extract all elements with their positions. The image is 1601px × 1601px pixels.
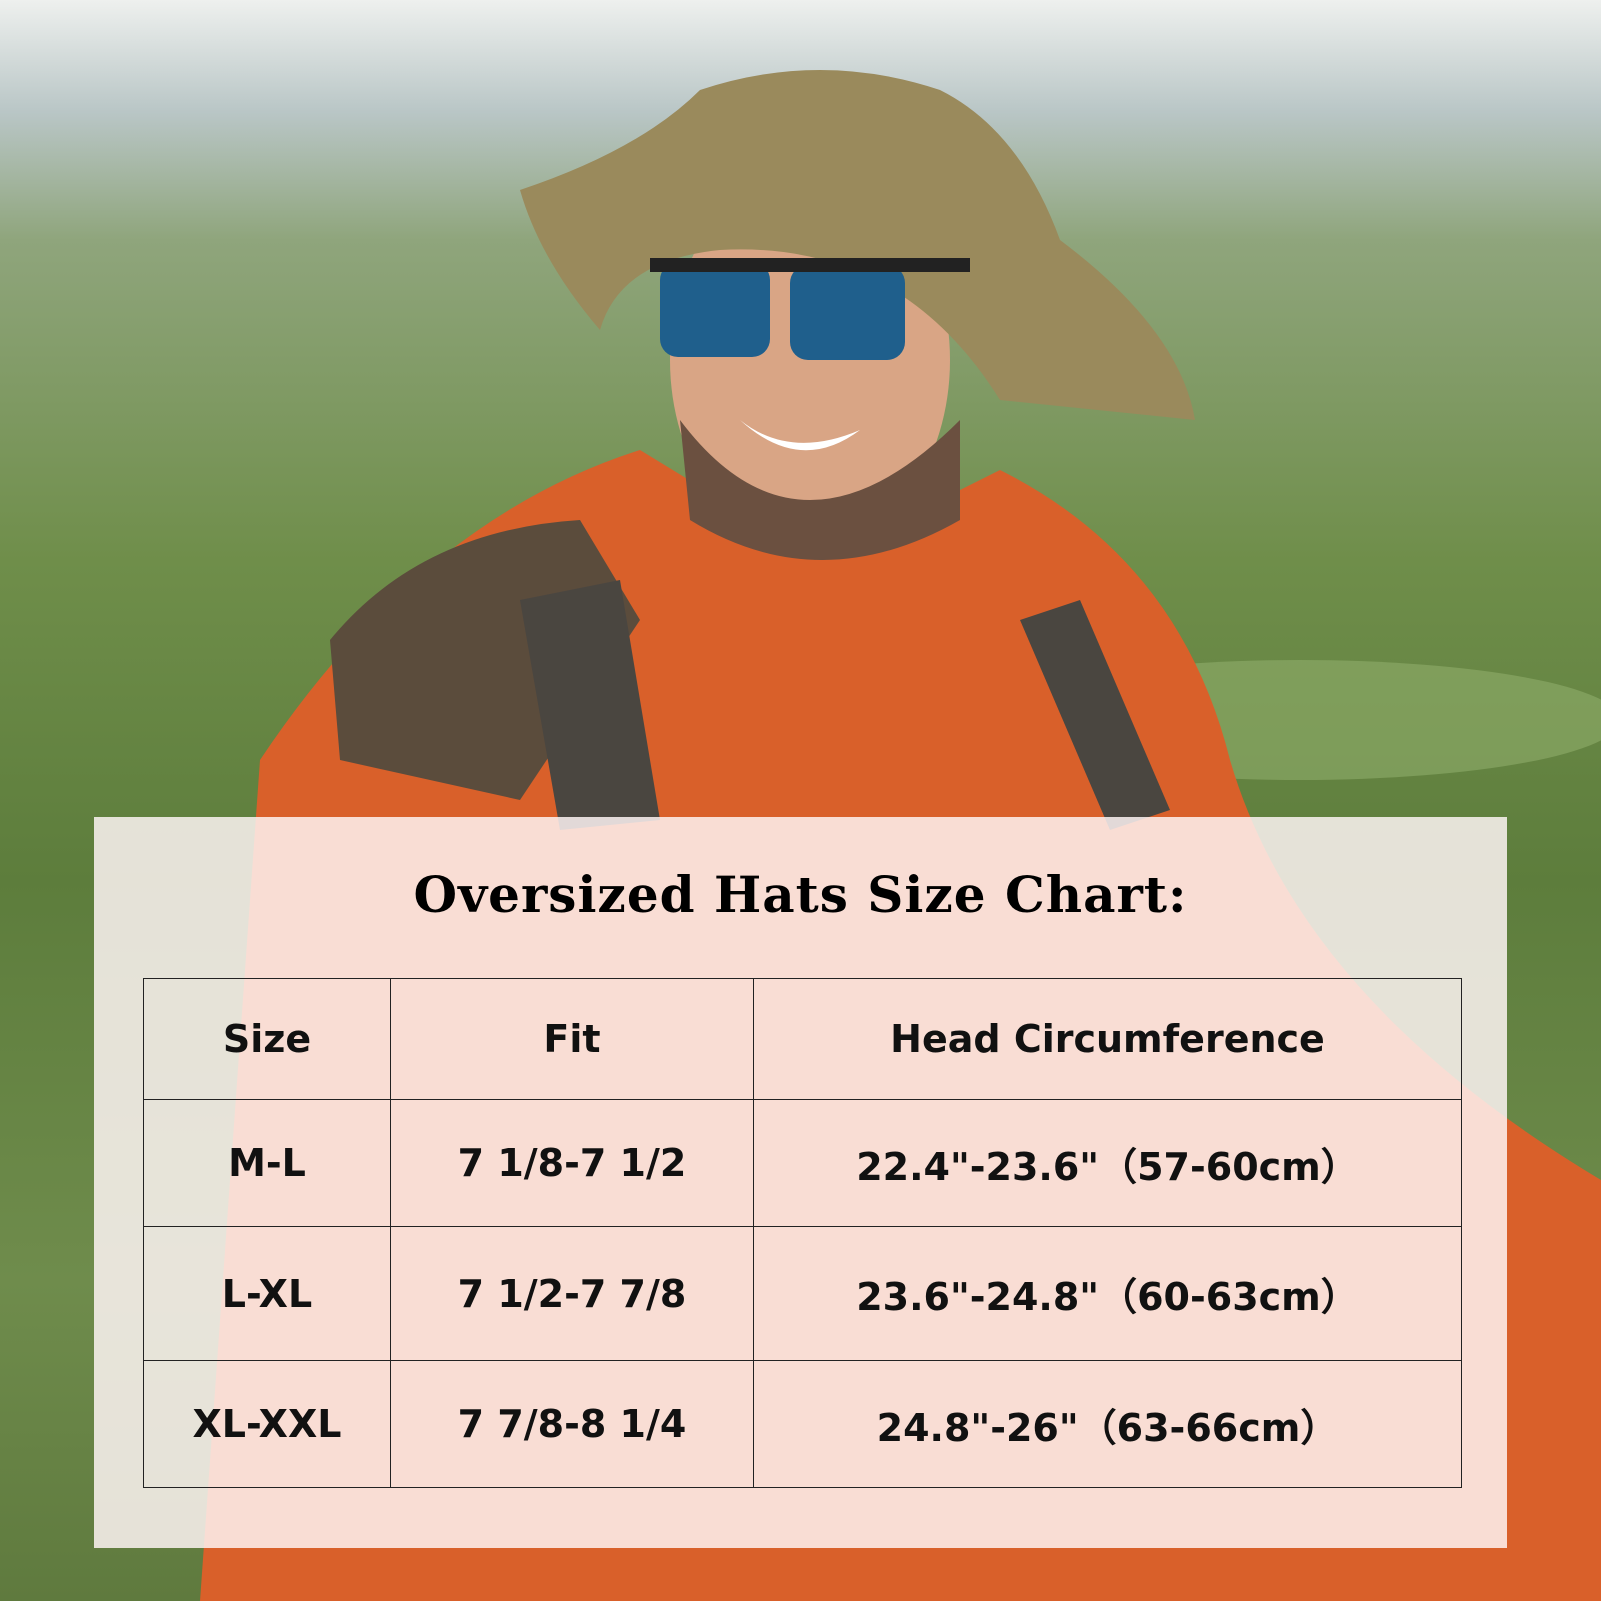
size-chart-panel: Oversized Hats Size Chart: Size Fit Head C…: [94, 817, 1507, 1548]
table-row: M-L 7 1/8-7 1/2 22.4"-23.6"（57-60cm）: [143, 1099, 1462, 1227]
table-cell: 23.6"-24.8"（60-63cm）: [753, 1226, 1462, 1361]
size-table: Size Fit Head Circumference M-L 7 1/8-7 1/2 2…: [143, 978, 1462, 1488]
table-row: XL-XXL 7 7/8-8 1/4 24.8"-26"（63-66cm）: [143, 1360, 1462, 1488]
table-cell: 22.4"-23.6"（57-60cm）: [753, 1099, 1462, 1227]
table-cell: 7 7/8-8 1/4: [390, 1360, 754, 1488]
header-row: Size Fit Head Circumference: [143, 978, 1462, 1100]
chart-title: Oversized Hats Size Chart:: [413, 865, 1188, 924]
header-cell: Head Circumference: [753, 978, 1462, 1100]
header-cell: Size: [143, 978, 391, 1100]
table-cell: XL-XXL: [143, 1360, 391, 1488]
table-cell: M-L: [143, 1099, 391, 1227]
table-cell: 7 1/8-7 1/2: [390, 1099, 754, 1227]
table-cell: L-XL: [143, 1226, 391, 1361]
table-row: L-XL 7 1/2-7 7/8 23.6"-24.8"（60-63cm）: [143, 1226, 1462, 1361]
header-cell: Fit: [390, 978, 754, 1100]
table-cell: 24.8"-26"（63-66cm）: [753, 1360, 1462, 1488]
table-cell: 7 1/2-7 7/8: [390, 1226, 754, 1361]
